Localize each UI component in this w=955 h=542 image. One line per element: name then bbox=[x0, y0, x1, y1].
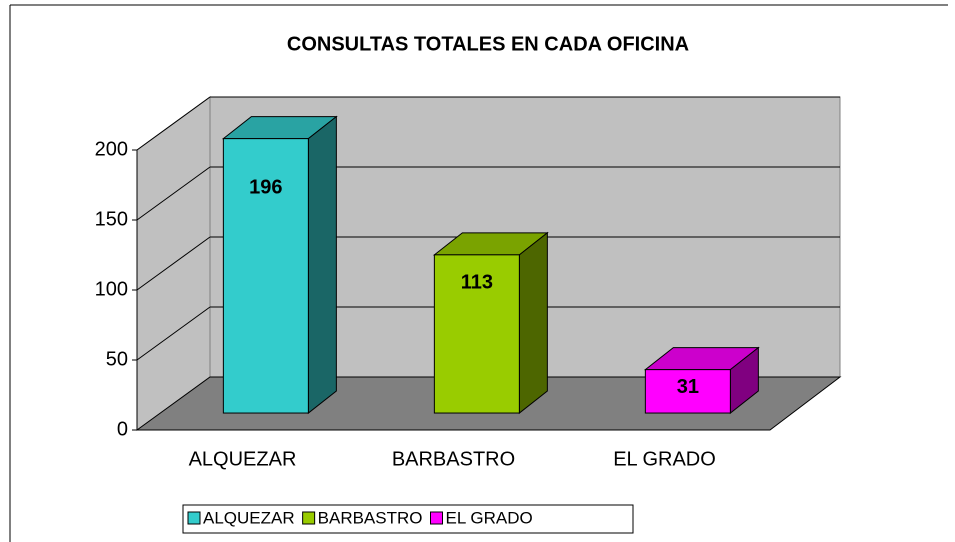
y-tick-label: 200 bbox=[95, 138, 128, 160]
chart-title: CONSULTAS TOTALES EN CADA OFICINA bbox=[287, 33, 689, 55]
data-label: 113 bbox=[461, 272, 493, 294]
x-tick-label: ALQUEZAR bbox=[189, 448, 297, 470]
legend-swatch bbox=[187, 511, 201, 525]
x-tick-label: BARBASTRO bbox=[392, 448, 515, 470]
grid-line bbox=[136, 166, 211, 221]
bar bbox=[222, 138, 309, 414]
grid-line bbox=[136, 306, 211, 361]
grid-line bbox=[136, 96, 211, 151]
y-tick-label: 0 bbox=[117, 418, 128, 440]
y-tick-label: 150 bbox=[95, 208, 128, 230]
legend-box bbox=[182, 504, 634, 534]
y-tick-label: 50 bbox=[106, 348, 128, 370]
legend-swatch bbox=[302, 511, 316, 525]
grid-line bbox=[136, 236, 211, 291]
x-tick-label: EL GRADO bbox=[613, 448, 716, 470]
data-label: 196 bbox=[249, 176, 282, 198]
bar bbox=[433, 254, 520, 414]
data-label: 31 bbox=[677, 376, 699, 398]
y-tick-label: 100 bbox=[95, 278, 128, 300]
legend-label: ALQUEZAR bbox=[203, 508, 295, 527]
legend-label: EL GRADO bbox=[446, 508, 533, 527]
bar-side bbox=[518, 231, 548, 415]
bar bbox=[644, 369, 731, 414]
legend-swatch bbox=[430, 511, 443, 525]
legend-label: BARBASTRO bbox=[318, 508, 423, 527]
bar-side bbox=[307, 115, 337, 415]
